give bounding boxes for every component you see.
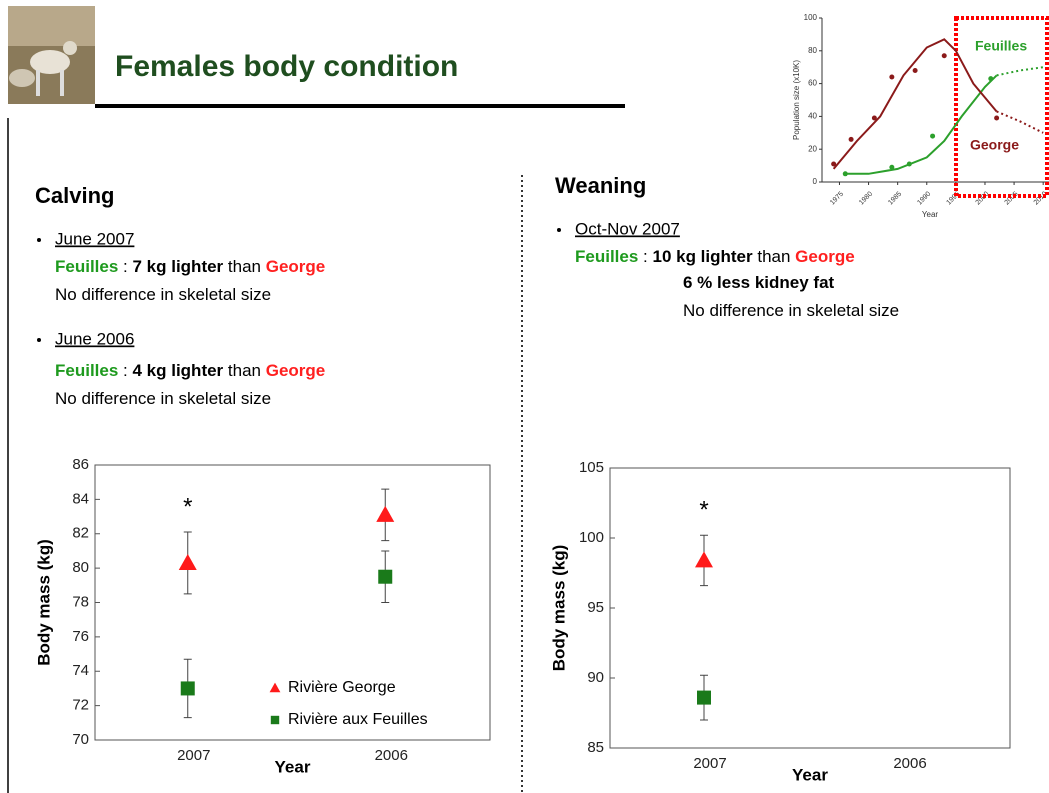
legend-label: Rivière aux Feuilles	[288, 711, 428, 728]
text-segment: Feuilles	[55, 257, 118, 276]
y-tick-label: 84	[72, 490, 89, 507]
y-tick-label: 80	[808, 46, 817, 55]
text-segment: 4 kg lighter	[132, 361, 223, 380]
bullet-date: June 2007	[55, 229, 134, 248]
y-tick-label: 76	[72, 628, 89, 645]
data-point	[941, 53, 947, 59]
bullet-line: Feuilles : 4 kg lighter than George	[55, 361, 325, 380]
text-segment: than	[223, 361, 266, 380]
text-segment: 6 % less kidney fat	[683, 273, 835, 292]
text-segment: :	[118, 361, 132, 380]
bullet-line: No difference in skeletal size	[55, 285, 271, 304]
slide-title: Females body condition	[115, 50, 458, 83]
series-label: George	[970, 137, 1019, 153]
text-segment: than	[753, 247, 796, 266]
data-point	[842, 171, 848, 177]
legend-marker	[269, 682, 281, 693]
series-line	[832, 38, 998, 170]
text-segment: :	[638, 247, 652, 266]
y-tick-label: 95	[587, 599, 604, 616]
bullet	[37, 338, 41, 342]
bullet	[37, 238, 41, 242]
bullet-line: 6 % less kidney fat	[683, 273, 835, 292]
x-axis-label: Year	[922, 210, 939, 219]
text-segment: George	[266, 257, 326, 276]
data-point	[906, 161, 912, 167]
y-tick-label: 105	[579, 459, 604, 476]
y-axis-label: Body mass (kg)	[549, 545, 568, 672]
annotation: *	[699, 497, 708, 524]
bullet-line: No difference in skeletal size	[55, 389, 271, 408]
data-point	[912, 67, 918, 73]
text-segment: than	[223, 257, 266, 276]
data-point	[178, 553, 197, 570]
text-segment: No difference in skeletal size	[683, 301, 899, 320]
y-tick-label: 72	[72, 697, 89, 714]
data-point	[871, 115, 877, 121]
y-tick-label: 74	[72, 662, 89, 679]
y-tick-label: 70	[72, 731, 89, 748]
text-segment: Feuilles	[575, 247, 638, 266]
y-tick-label: 80	[72, 559, 89, 576]
text-segment: George	[266, 361, 326, 380]
data-point	[378, 569, 393, 584]
text-segment: No difference in skeletal size	[55, 285, 271, 304]
legend-marker	[270, 715, 280, 725]
data-point	[695, 551, 713, 568]
x-axis-label: Year	[275, 757, 311, 776]
y-tick-label: 90	[587, 669, 604, 686]
data-point	[889, 74, 895, 80]
text-segment: George	[795, 247, 855, 266]
bullet-date: June 2006	[55, 329, 134, 348]
section-heading: Weaning	[555, 173, 646, 198]
data-point	[889, 164, 895, 170]
bullet-line: Feuilles : 10 kg lighter than George	[575, 247, 855, 266]
y-tick-label: 82	[72, 525, 89, 542]
y-tick-label: 0	[813, 177, 818, 186]
y-axis-label: Body mass (kg)	[34, 539, 53, 666]
y-tick-label: 100	[804, 13, 818, 22]
data-point	[988, 76, 994, 82]
text-segment: 10 kg lighter	[652, 247, 753, 266]
section-heading: Calving	[35, 183, 114, 208]
bullet-line: Feuilles : 7 kg lighter than George	[55, 257, 325, 276]
highlight-box	[954, 16, 1049, 198]
x-tick-label: 2006	[375, 747, 408, 764]
y-tick-label: 20	[808, 144, 817, 153]
data-point	[848, 136, 854, 142]
x-tick-label: 2007	[693, 755, 726, 772]
text-segment: :	[118, 257, 132, 276]
y-axis-label: Population size (x10K)	[792, 60, 801, 140]
x-tick-label: 2007	[177, 747, 210, 764]
photo	[8, 6, 95, 104]
data-point	[376, 505, 395, 522]
text-segment: Feuilles	[55, 361, 118, 380]
bullet-date: Oct-Nov 2007	[575, 219, 680, 238]
data-point	[994, 115, 1000, 121]
bullet	[557, 228, 561, 232]
x-tick-label: 2006	[893, 755, 926, 772]
y-tick-label: 86	[72, 456, 89, 473]
x-axis-label: Year	[792, 765, 828, 784]
y-tick-label: 85	[587, 739, 604, 756]
y-tick-label: 100	[579, 529, 604, 546]
text-segment: No difference in skeletal size	[55, 389, 271, 408]
series-label: Feuilles	[975, 38, 1027, 54]
y-tick-label: 40	[808, 112, 817, 121]
annotation: *	[183, 493, 192, 520]
projection-line	[996, 110, 1044, 134]
legend-label: Rivière George	[288, 679, 396, 696]
y-tick-label: 78	[72, 593, 89, 610]
data-point	[930, 133, 936, 139]
text-segment: 7 kg lighter	[132, 257, 223, 276]
data-point	[831, 161, 837, 167]
data-point	[180, 681, 195, 696]
y-tick-label: 60	[808, 79, 817, 88]
bullet-line: No difference in skeletal size	[683, 301, 899, 320]
data-point	[697, 690, 711, 705]
